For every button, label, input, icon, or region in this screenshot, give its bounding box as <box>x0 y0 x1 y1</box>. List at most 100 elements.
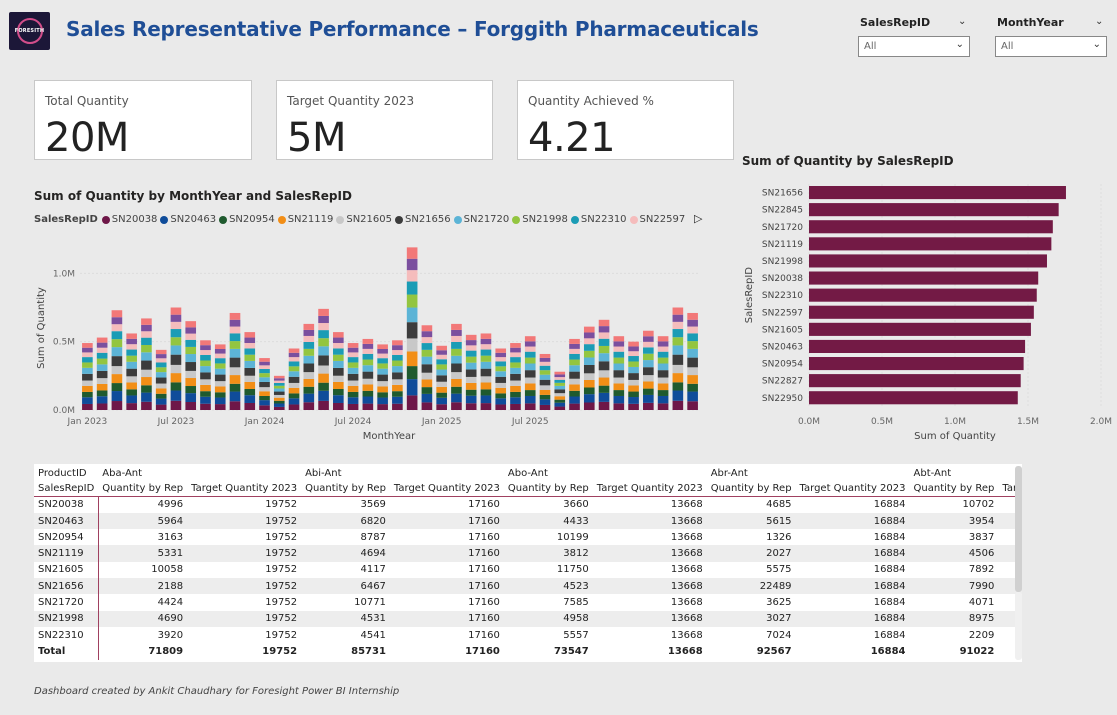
bar-segment[interactable] <box>583 402 595 410</box>
bar-segment[interactable] <box>141 344 152 353</box>
bar-segment[interactable] <box>628 397 639 404</box>
bar-segment[interactable] <box>657 395 669 404</box>
bar-segment[interactable] <box>687 401 698 410</box>
bar-segment[interactable] <box>111 317 123 325</box>
bar-segment[interactable] <box>303 393 315 403</box>
bar-segment[interactable] <box>303 386 315 394</box>
bar-segment[interactable] <box>687 375 698 384</box>
bar-segment[interactable] <box>244 395 256 403</box>
month-column[interactable] <box>333 332 344 410</box>
month-column[interactable] <box>510 343 521 410</box>
bar-segment[interactable] <box>259 391 270 396</box>
bar-segment[interactable] <box>539 357 551 362</box>
bar-segment[interactable] <box>229 383 241 392</box>
bar-segment[interactable] <box>377 374 388 382</box>
bar-segment[interactable] <box>569 338 580 344</box>
month-column[interactable] <box>406 247 418 410</box>
bar-segment[interactable] <box>657 351 669 358</box>
bar-segment[interactable] <box>214 368 226 375</box>
legend-item[interactable]: SN20463 <box>160 214 216 225</box>
bar-segment[interactable] <box>510 367 521 374</box>
month-column[interactable] <box>539 353 551 410</box>
month-column[interactable] <box>362 338 374 410</box>
bar-segment[interactable] <box>273 388 285 392</box>
bar-segment[interactable] <box>303 372 315 380</box>
bar-segment[interactable] <box>643 394 654 403</box>
bar-segment[interactable] <box>82 391 93 398</box>
bar-segment[interactable] <box>259 373 270 378</box>
month-column[interactable] <box>318 308 329 410</box>
month-column[interactable] <box>303 323 315 410</box>
bar-segment[interactable] <box>82 362 93 368</box>
bar-segment[interactable] <box>539 353 551 358</box>
bar-segment[interactable] <box>421 402 433 410</box>
bar-segment[interactable] <box>583 357 595 365</box>
bar-segment[interactable] <box>362 384 374 391</box>
bar-segment[interactable] <box>333 375 344 382</box>
bar-segment[interactable] <box>185 402 197 410</box>
bar-segment[interactable] <box>288 393 300 399</box>
bar-segment[interactable] <box>273 406 285 410</box>
bar-segment[interactable] <box>155 388 167 394</box>
bar-segment[interactable] <box>421 379 433 388</box>
bar-segment[interactable] <box>96 403 108 410</box>
bar-segment[interactable] <box>362 396 374 404</box>
legend-item[interactable]: SN21605 <box>336 214 392 225</box>
month-column[interactable] <box>111 310 123 410</box>
bar-segment[interactable] <box>687 319 698 327</box>
bar-segment[interactable] <box>362 403 374 410</box>
bar-segment[interactable] <box>598 332 610 339</box>
bar-segment[interactable] <box>362 348 374 354</box>
bar-segment[interactable] <box>362 353 374 360</box>
bar-segment[interactable] <box>347 385 359 392</box>
bar-segment[interactable] <box>126 395 137 404</box>
bar-segment[interactable] <box>583 338 595 345</box>
bar-segment[interactable] <box>318 308 329 316</box>
bar-segment[interactable] <box>185 346 197 355</box>
bar-segment[interactable] <box>141 318 152 325</box>
bar-segment[interactable] <box>554 379 566 383</box>
bar-segment[interactable] <box>111 374 123 384</box>
bar-segment[interactable] <box>657 390 669 396</box>
bar-segment[interactable] <box>406 366 418 380</box>
month-column[interactable] <box>288 348 300 411</box>
bar-segment[interactable] <box>672 382 684 391</box>
bar-segment[interactable] <box>687 333 698 342</box>
bar-segment[interactable] <box>687 367 698 376</box>
bar-segment[interactable] <box>96 342 108 348</box>
bar-segment[interactable] <box>451 372 462 380</box>
bar-segment[interactable] <box>141 360 152 370</box>
bar-segment[interactable] <box>333 337 344 344</box>
bar-segment[interactable] <box>421 343 433 350</box>
bar-segment[interactable] <box>554 389 566 394</box>
month-column[interactable] <box>480 333 492 410</box>
bar-segment[interactable] <box>200 350 211 355</box>
bar-segment[interactable] <box>510 397 521 404</box>
bar-segment[interactable] <box>613 357 625 364</box>
bar-segment[interactable] <box>613 370 625 378</box>
bar-segment[interactable] <box>185 354 197 363</box>
bar-segment[interactable] <box>687 357 698 368</box>
bar-segment[interactable] <box>318 365 329 374</box>
bar-segment[interactable] <box>229 341 241 349</box>
hbar[interactable] <box>809 339 1026 353</box>
bar-segment[interactable] <box>495 357 507 362</box>
bar-segment[interactable] <box>362 390 374 397</box>
bar-segment[interactable] <box>613 363 625 371</box>
month-column[interactable] <box>569 338 580 410</box>
legend-item[interactable]: SN20954 <box>219 214 275 225</box>
bar-segment[interactable] <box>155 358 167 363</box>
bar-segment[interactable] <box>480 395 492 404</box>
bar-segment[interactable] <box>495 348 507 353</box>
bar-segment[interactable] <box>687 326 698 334</box>
bar-segment[interactable] <box>333 395 344 403</box>
bar-segment[interactable] <box>569 359 580 366</box>
bar-segment[interactable] <box>82 357 93 363</box>
bar-segment[interactable] <box>229 375 241 384</box>
bar-segment[interactable] <box>628 361 639 367</box>
bar-segment[interactable] <box>510 362 521 368</box>
bar-segment[interactable] <box>259 358 270 362</box>
bar-segment[interactable] <box>273 394 285 398</box>
bar-segment[interactable] <box>392 354 403 361</box>
bar-segment[interactable] <box>406 395 418 410</box>
